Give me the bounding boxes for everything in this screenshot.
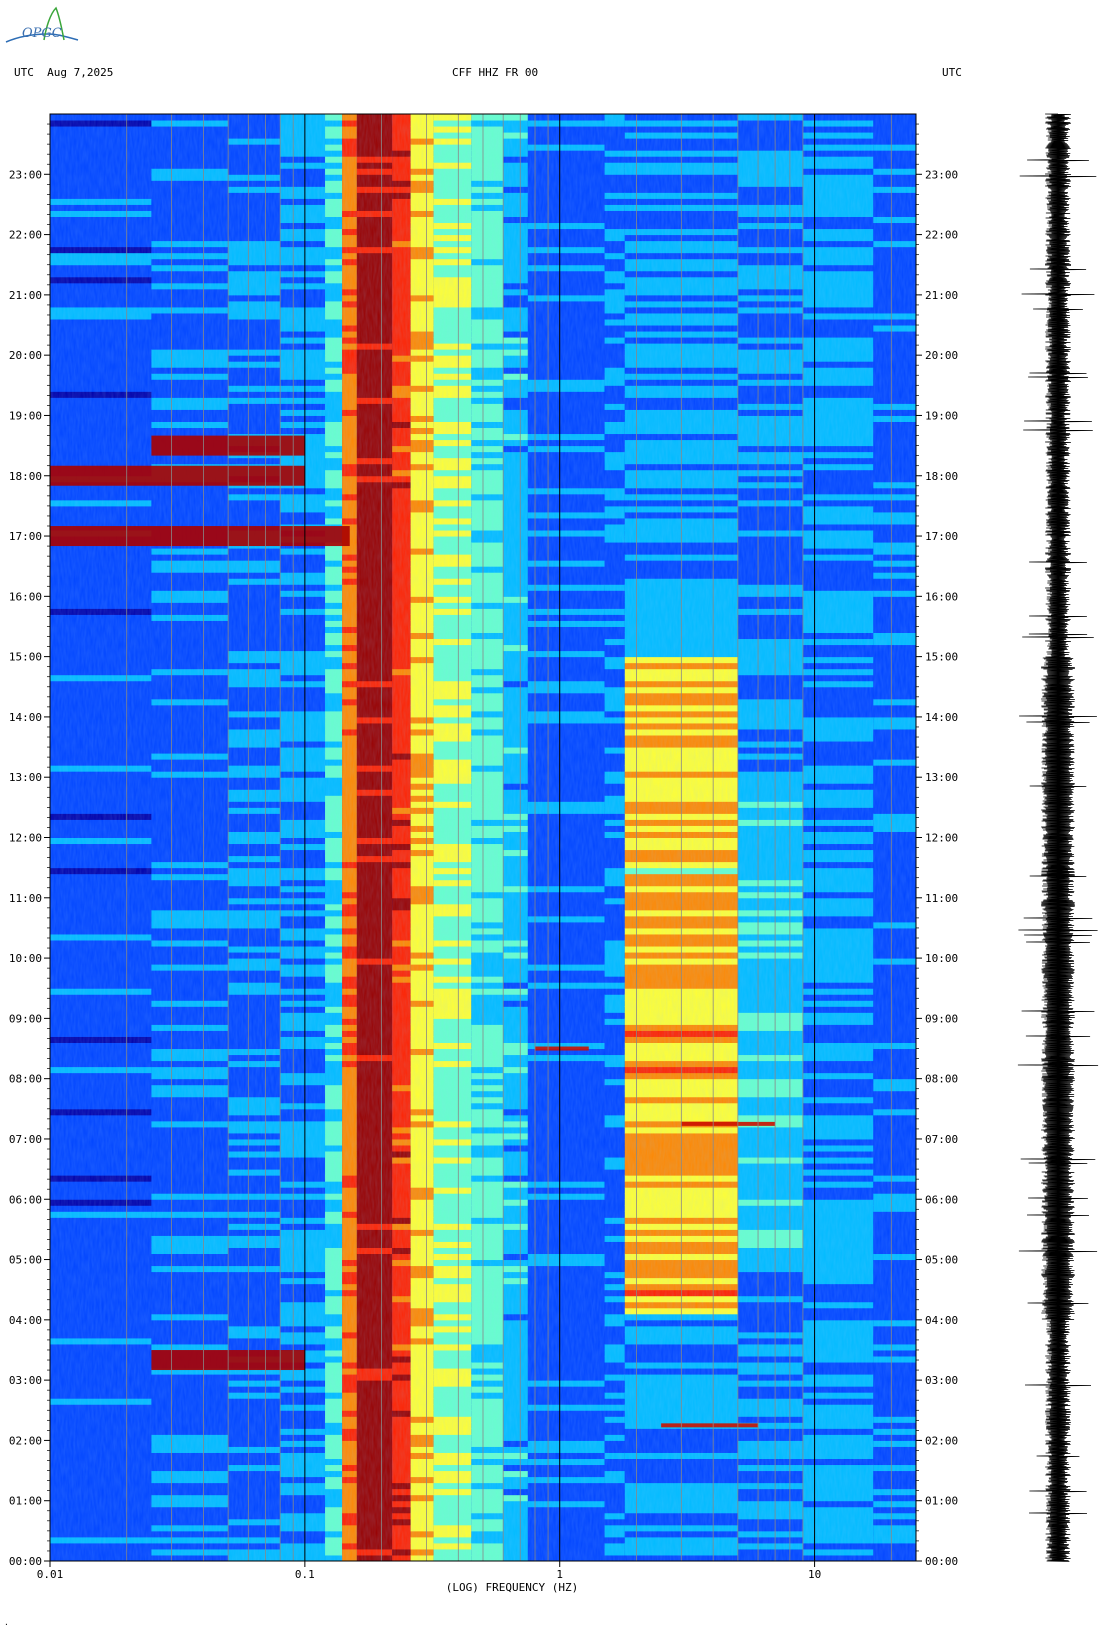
- y-tick-label: 00:00: [925, 1555, 958, 1568]
- logo-mark: [5, 6, 79, 43]
- event-mark: [535, 1046, 589, 1051]
- y-tick-label: 16:00: [925, 590, 958, 603]
- y-tick-label: 06:00: [925, 1193, 958, 1206]
- y-tick-label: 20:00: [925, 349, 958, 362]
- y-tick-label: 09:00: [9, 1012, 42, 1025]
- y-tick-label: 16:00: [9, 590, 42, 603]
- y-tick-label: 05:00: [925, 1254, 958, 1267]
- y-tick-label: 11:00: [9, 892, 42, 905]
- y-tick-label: 12:00: [925, 832, 958, 845]
- event-mark: [50, 465, 305, 486]
- y-tick-label: 15:00: [925, 651, 958, 664]
- y-axis-left: 00:00 01:00 02:00 03:00 04:00 05:00 06:00 07:00…: [9, 123, 50, 1568]
- y-tick-label: 19:00: [925, 409, 958, 422]
- footer-mark: ·: [4, 1620, 9, 1629]
- y-tick-label: 17:00: [925, 530, 958, 543]
- y-tick-label: 01:00: [9, 1495, 42, 1508]
- y-tick-label: 13:00: [925, 771, 958, 784]
- x-tick-label: 10: [808, 1568, 821, 1581]
- y-tick-label: 19:00: [9, 409, 42, 422]
- x-tick-label: 1: [556, 1568, 563, 1581]
- header-date: UTC Aug 7,2025: [14, 66, 114, 79]
- y-tick-label: 14:00: [9, 711, 42, 724]
- y-tick-label: 21:00: [9, 289, 42, 302]
- y-tick-label: 09:00: [925, 1012, 958, 1025]
- event-mark: [50, 526, 350, 547]
- y-tick-label: 10:00: [9, 952, 42, 965]
- y-tick-label: 07:00: [925, 1133, 958, 1146]
- event-mark: [661, 1423, 759, 1428]
- y-tick-label: 02:00: [925, 1434, 958, 1447]
- trace-line: [1017, 113, 1099, 1562]
- y-tick-label: 04:00: [9, 1314, 42, 1327]
- y-tick-label: 05:00: [9, 1254, 42, 1267]
- y-tick-label: 18:00: [9, 470, 42, 483]
- y-axis-right: 00:00 01:00 02:00 03:00 04:00 05:00 06:00 07:00…: [916, 123, 958, 1568]
- event-mark: [681, 1121, 776, 1126]
- x-tick-label: 0.1: [295, 1568, 315, 1581]
- x-axis-label: (LOG) FREQUENCY (HZ): [446, 1581, 578, 1594]
- y-tick-label: 15:00: [9, 651, 42, 664]
- y-tick-label: 03:00: [9, 1374, 42, 1387]
- y-tick-label: 11:00: [925, 892, 958, 905]
- y-tick-label: 18:00: [925, 470, 958, 483]
- y-tick-label: 12:00: [9, 832, 42, 845]
- frequency-grid: [50, 114, 892, 1561]
- header-utc-right: UTC: [942, 66, 962, 79]
- y-tick-label: 22:00: [9, 229, 42, 242]
- y-tick-label: 10:00: [925, 952, 958, 965]
- y-tick-label: 03:00: [925, 1374, 958, 1387]
- y-tick-label: 22:00: [925, 229, 958, 242]
- y-tick-label: 17:00: [9, 530, 42, 543]
- y-tick-label: 01:00: [925, 1495, 958, 1508]
- y-tick-label: 21:00: [925, 289, 958, 302]
- y-tick-label: 04:00: [925, 1314, 958, 1327]
- header-station: CFF HHZ FR 00: [452, 66, 539, 79]
- y-tick-label: 06:00: [9, 1193, 42, 1206]
- y-tick-label: 14:00: [925, 711, 958, 724]
- y-tick-label: 08:00: [925, 1073, 958, 1086]
- y-tick-label: 23:00: [925, 168, 958, 181]
- y-tick-label: 00:00: [9, 1555, 42, 1568]
- y-tick-label: 07:00: [9, 1133, 42, 1146]
- y-tick-label: 20:00: [9, 349, 42, 362]
- x-tick-label: 0.01: [37, 1568, 64, 1581]
- y-tick-label: 13:00: [9, 771, 42, 784]
- y-tick-label: 02:00: [9, 1434, 42, 1447]
- logo-text: OPGC: [22, 26, 62, 41]
- x-axis: 0.01 0.1 1 10 (LOG) FREQUENCY (HZ): [37, 1561, 821, 1594]
- y-tick-label: 23:00: [9, 168, 42, 181]
- seismic-trace: [1017, 113, 1099, 1562]
- y-tick-label: 08:00: [9, 1073, 42, 1086]
